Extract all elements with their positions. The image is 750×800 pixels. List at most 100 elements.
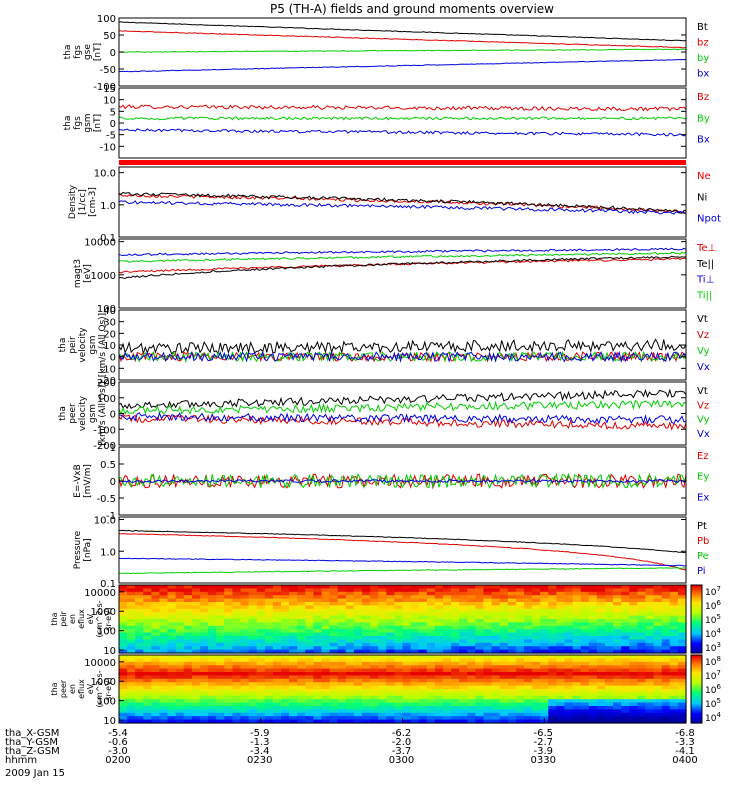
ylabel-fgs-gse-2: gse [83,44,93,60]
colorbar-tick-peir-eflux-2: 105 [705,613,721,626]
ytick-fgs-gse-3: -50 [100,65,116,76]
ylabel-density-0: Density [68,184,78,219]
spec-ytick-peir-eflux-2: 100 [97,627,116,638]
spec-ytick-peer-eflux-3: 10 [103,716,116,727]
spec-ylabel-peir-eflux-2: en [68,614,77,624]
legend-density-1: Ni [697,192,707,203]
ytick-fgs-gsm-5: -10 [100,142,116,153]
colorbar-tick-peer-eflux-1: 107 [705,669,721,682]
legend-peir-velocity-0: Vt [697,314,708,325]
legend-temperature-0: Te⊥ [696,243,716,254]
series-fgs-gsm-2 [119,128,686,137]
ytick-fgs-gsm-1: 10 [103,96,116,107]
spec-ytick-peer-eflux-2: 100 [97,697,116,708]
series-peer-velocity-0 [119,388,686,410]
legend-density-0: Ne [697,171,711,182]
ytick-fgs-gsm-4: -5 [106,131,116,142]
ylabel-fgs-gse-3: [nT] [93,43,103,61]
colorbar-tick-peer-eflux-4: 104 [705,711,721,724]
ylabel-peir-velocity-4: [km/s (All Qs)] [98,313,108,377]
ylabel-peer-velocity-1: peer [68,403,78,424]
colorbar-tick-peir-eflux-4: 103 [705,641,721,654]
xaxis-tick-z-4: -4.1 [675,746,695,757]
ylabel-density-2: [cm-3] [88,187,98,217]
ylabel-temperature-1: [eV] [83,264,93,283]
ytick-peir-velocity-5: -10 [100,364,116,375]
series-fgs-gse-1 [119,30,686,49]
xaxis-tick-z-0: -3.0 [108,746,128,757]
ytick-density-1: 1.0 [100,201,116,212]
legend-pressure-1: Pb [697,536,709,547]
legend-pressure-3: Pi [697,566,706,577]
series-temperature-3 [119,251,686,263]
legend-efield-0: Ez [697,451,709,462]
ytick-peir-velocity-3: 10 [103,341,116,352]
series-fgs-gsm-1 [119,116,686,121]
panel-frame [118,516,687,584]
series-peer-velocity-3 [119,411,686,425]
series-efield-0 [119,472,686,490]
ylabel-peer-velocity-0: tha [58,406,68,421]
ytick-peer-velocity-0: 200 [97,378,116,389]
xaxis-tick-y-0: -0.6 [108,737,128,748]
legend-fgs-gse-2: by [697,53,709,64]
chart-title: P5 (TH-A) fields and ground moments over… [270,2,554,16]
ylabel-temperature-0: magt3 [73,259,83,288]
separator-bar [119,160,686,165]
legend-efield-2: Ex [697,492,709,503]
ylabel-pressure-1: [nPa] [83,538,93,561]
ytick-fgs-gsm-2: 5 [110,107,116,118]
legend-fgs-gse-3: bx [697,69,709,80]
panel-density: Ne Ni Npot 10.0 1.0 0.1 Density [1/cc] [cm-3] [68,166,721,244]
ylabel-peir-velocity-2: velocity [78,327,88,363]
spec-ylabel-peir-eflux-1: peir [59,611,68,627]
ytick-peir-velocity-4: 0 [110,353,116,364]
spec-ylabel-peer-eflux-0: tha [50,682,59,695]
series-fgs-gsm-0 [119,104,686,112]
ytick-peer-velocity-3: -100 [93,425,116,436]
ytick-temperature-2: 100 [97,304,116,315]
ytick-efield-1: 0.5 [100,460,116,471]
ylabel-efield-0: E=-VxB [73,464,83,498]
ytick-efield-2: 0 [110,477,116,488]
ytick-peir-velocity-2: 20 [103,329,116,340]
series-density-0 [119,193,686,214]
ytick-efield-4: -1 [106,511,116,522]
ytick-peir-velocity-6: -20 [100,376,116,387]
spec-ytick-peir-eflux-3: 10 [103,646,116,657]
spectrogram-peer-eflux: 10000 1000 100 10 tha peer en eflux eV (cm^2-s-sr… [50,654,721,727]
xaxis-tick-y-1: -1.3 [250,737,270,748]
legend-fgs-gse-1: bz [697,38,709,49]
xaxis-tick-hhmm-4: 0400 [672,755,697,766]
spec-ylabel-peer-eflux-1: peer [59,679,68,698]
x-axis: tha_X-GSMtha_Y-GSMtha_Z-GSMhhmm-5.4-0.6-… [5,718,698,766]
xaxis-tick-y-2: -2.0 [392,737,412,748]
xaxis-row-label-0: tha_X-GSM [5,728,59,739]
series-peir-velocity-0 [119,338,686,356]
ytick-peer-velocity-4: -200 [93,441,116,452]
legend-pressure-0: Pt [697,521,707,532]
spec-ytick-peer-eflux-1: 1000 [91,677,116,688]
ylabel-efield-1: [mV/m] [83,464,93,498]
series-peir-velocity-3 [119,350,686,363]
xaxis-tick-x-3: -6.5 [533,728,553,739]
ytick-fgs-gse-4: -100 [93,82,116,93]
xaxis-row-label-1: tha_Y-GSM [5,737,58,748]
series-temperature-0 [119,257,686,274]
ylabel-peer-velocity-2: velocity [78,395,88,431]
spec-ytick-peir-eflux-1: 1000 [91,607,116,618]
ytick-fgs-gsm-3: 0 [110,119,116,130]
spec-ylabel-peer-eflux-4: eV [86,683,95,694]
panel-frame [118,87,687,159]
ytick-pressure-0: 10.0 [94,516,116,527]
ytick-pressure-2: 0.1 [100,579,116,590]
ytick-efield-3: -0.5 [96,494,116,505]
colorbar-tick-peer-eflux-2: 106 [705,683,721,696]
ylabel-fgs-gsm-0: tha [63,116,73,131]
ytick-peer-velocity-2: 0 [110,410,116,421]
legend-temperature-2: Ti⊥ [696,275,714,286]
